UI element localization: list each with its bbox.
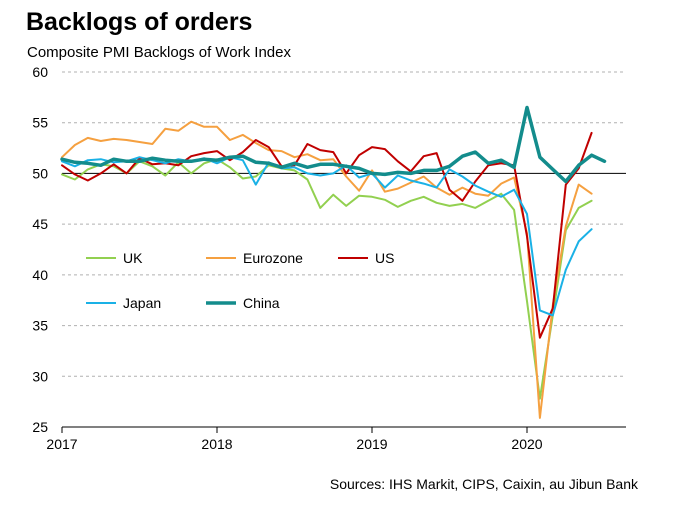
legend-label-eurozone: Eurozone [243, 250, 303, 266]
y-tick-label-60: 60 [32, 64, 48, 80]
y-tick-label-25: 25 [32, 419, 48, 435]
legend-label-uk: UK [123, 250, 143, 266]
gridlines [62, 71, 626, 377]
axes: 25 30 35 40 45 50 55 60 2017 2018 2019 2020 [32, 64, 626, 452]
y-tick-label-50: 50 [32, 165, 48, 181]
x-tick-label-2018: 2018 [201, 436, 232, 452]
x-tick-label-2019: 2019 [356, 436, 387, 452]
x-tick-label-2017: 2017 [46, 436, 77, 452]
legend-label-china: China [243, 295, 280, 311]
chart-subtitle: Composite PMI Backlogs of Work Index [27, 44, 291, 61]
y-tick-label-55: 55 [32, 115, 48, 131]
series-line-us [61, 131, 593, 339]
legend: UK Eurozone US Japan China [86, 250, 394, 311]
series-lines [60, 105, 607, 419]
series-line-china [60, 105, 607, 184]
legend-label-us: US [375, 250, 394, 266]
chart-title: Backlogs of orders [26, 8, 253, 36]
series-line-uk [61, 158, 593, 400]
series-line-eurozone [61, 120, 593, 419]
y-tick-label-40: 40 [32, 267, 48, 283]
y-tick-label-45: 45 [32, 216, 48, 232]
legend-label-japan: Japan [123, 295, 161, 311]
y-tick-label-35: 35 [32, 318, 48, 334]
series-line-japan [61, 156, 593, 317]
source-note: Sources: IHS Markit, CIPS, Caixin, au Ji… [329, 476, 638, 492]
x-tick-label-2020: 2020 [511, 436, 542, 452]
y-tick-label-30: 30 [32, 368, 48, 384]
